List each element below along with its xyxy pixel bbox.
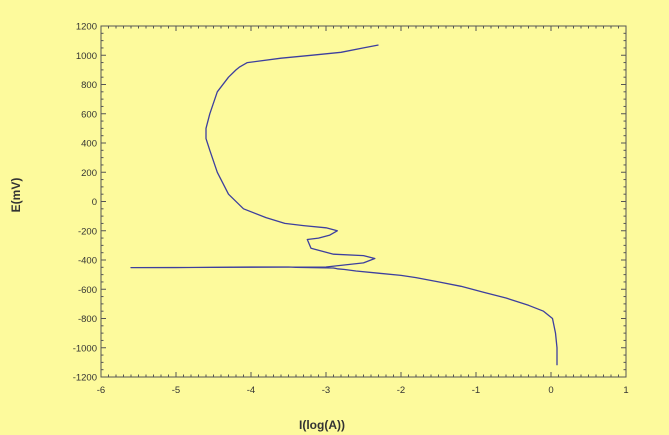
plot-frame [100,25,627,378]
y-tick-label: 1000 [76,51,97,62]
x-tick-label: -6 [97,385,105,396]
y-axis-title: E(mV) [9,178,23,213]
x-tick-label: -5 [172,385,180,396]
x-tick-label: -1 [472,385,480,396]
x-tick-label: 0 [548,385,553,396]
y-tick-label: -200 [78,226,97,237]
y-tick-label: -600 [78,285,97,296]
x-axis-title: I(log(A)) [299,418,345,432]
y-tick-label: -1200 [73,373,97,384]
series-line [130,44,558,366]
axis-ticks [100,25,627,378]
y-tick-label: 0 [92,197,97,208]
y-tick-label: 800 [81,80,97,91]
y-tick-label: 200 [81,168,97,179]
y-tick-label: -1000 [73,343,97,354]
y-tick-label: -800 [78,314,97,325]
y-tick-label: 400 [81,139,97,150]
x-tick-label: -2 [397,385,405,396]
y-tick-label: 1200 [76,22,97,33]
tick-labels: -6 -5 -4 -3 -2 -1 0 1 -1200 -1000 -800 -600 -400 -200… [73,22,629,397]
y-tick-label: 600 [81,109,97,120]
x-tick-label: -4 [247,385,255,396]
x-tick-label: -3 [322,385,330,396]
y-tick-label: -400 [78,256,97,267]
x-tick-label: 1 [623,385,628,396]
